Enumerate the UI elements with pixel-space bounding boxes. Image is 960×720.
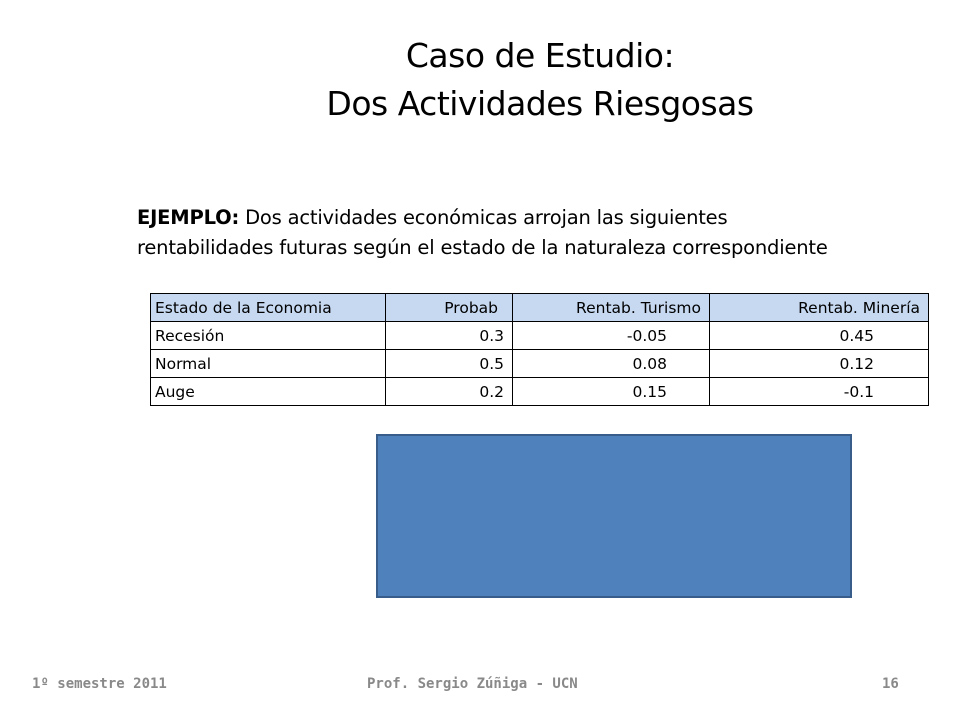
- table-cell: Recesión: [150, 321, 386, 350]
- table-cell: 0.15: [512, 377, 710, 406]
- footer-semester: 1º semestre 2011: [32, 676, 167, 692]
- footer-author: Prof. Sergio Zúñiga - UCN: [367, 676, 578, 692]
- example-paragraph: EJEMPLO: Dos actividades económicas arro…: [137, 203, 937, 263]
- example-lead: EJEMPLO:: [137, 206, 240, 229]
- table-cell: 0.12: [709, 349, 929, 378]
- title-line-2: Dos Actividades Riesgosas: [326, 84, 754, 123]
- returns-table: Estado de la Economia Probab Rentab. Tur…: [150, 293, 929, 406]
- table-cell: 0.08: [512, 349, 710, 378]
- table-cell: 0.3: [385, 321, 513, 350]
- table-cell: Normal: [150, 349, 386, 378]
- table-cell: 0.2: [385, 377, 513, 406]
- header-cell-turismo: Rentab. Turismo: [512, 293, 710, 322]
- slide-title: Caso de Estudio: Dos Actividades Riesgos…: [130, 32, 950, 128]
- example-text-1: Dos actividades económicas arrojan las s…: [239, 206, 728, 229]
- footer-page-number: 16: [882, 676, 899, 692]
- header-cell-mineria: Rentab. Minería: [709, 293, 929, 322]
- table-row: Normal 0.5 0.08 0.12: [150, 349, 929, 378]
- table-header-row: Estado de la Economia Probab Rentab. Tur…: [150, 293, 929, 322]
- example-line-2: rentabilidades futuras según el estado d…: [137, 236, 828, 259]
- table-row: Recesión 0.3 -0.05 0.45: [150, 321, 929, 350]
- header-cell-estado: Estado de la Economia: [150, 293, 386, 322]
- title-line-1: Caso de Estudio:: [405, 36, 675, 75]
- header-cell-probab: Probab: [385, 293, 513, 322]
- table-cell: -0.05: [512, 321, 710, 350]
- table-cell: 0.5: [385, 349, 513, 378]
- table-cell: -0.1: [709, 377, 929, 406]
- example-line-1: EJEMPLO: Dos actividades económicas arro…: [137, 203, 937, 233]
- table-cell: Auge: [150, 377, 386, 406]
- table-cell: 0.45: [709, 321, 929, 350]
- blue-shape: [376, 434, 852, 598]
- table-row: Auge 0.2 0.15 -0.1: [150, 377, 929, 406]
